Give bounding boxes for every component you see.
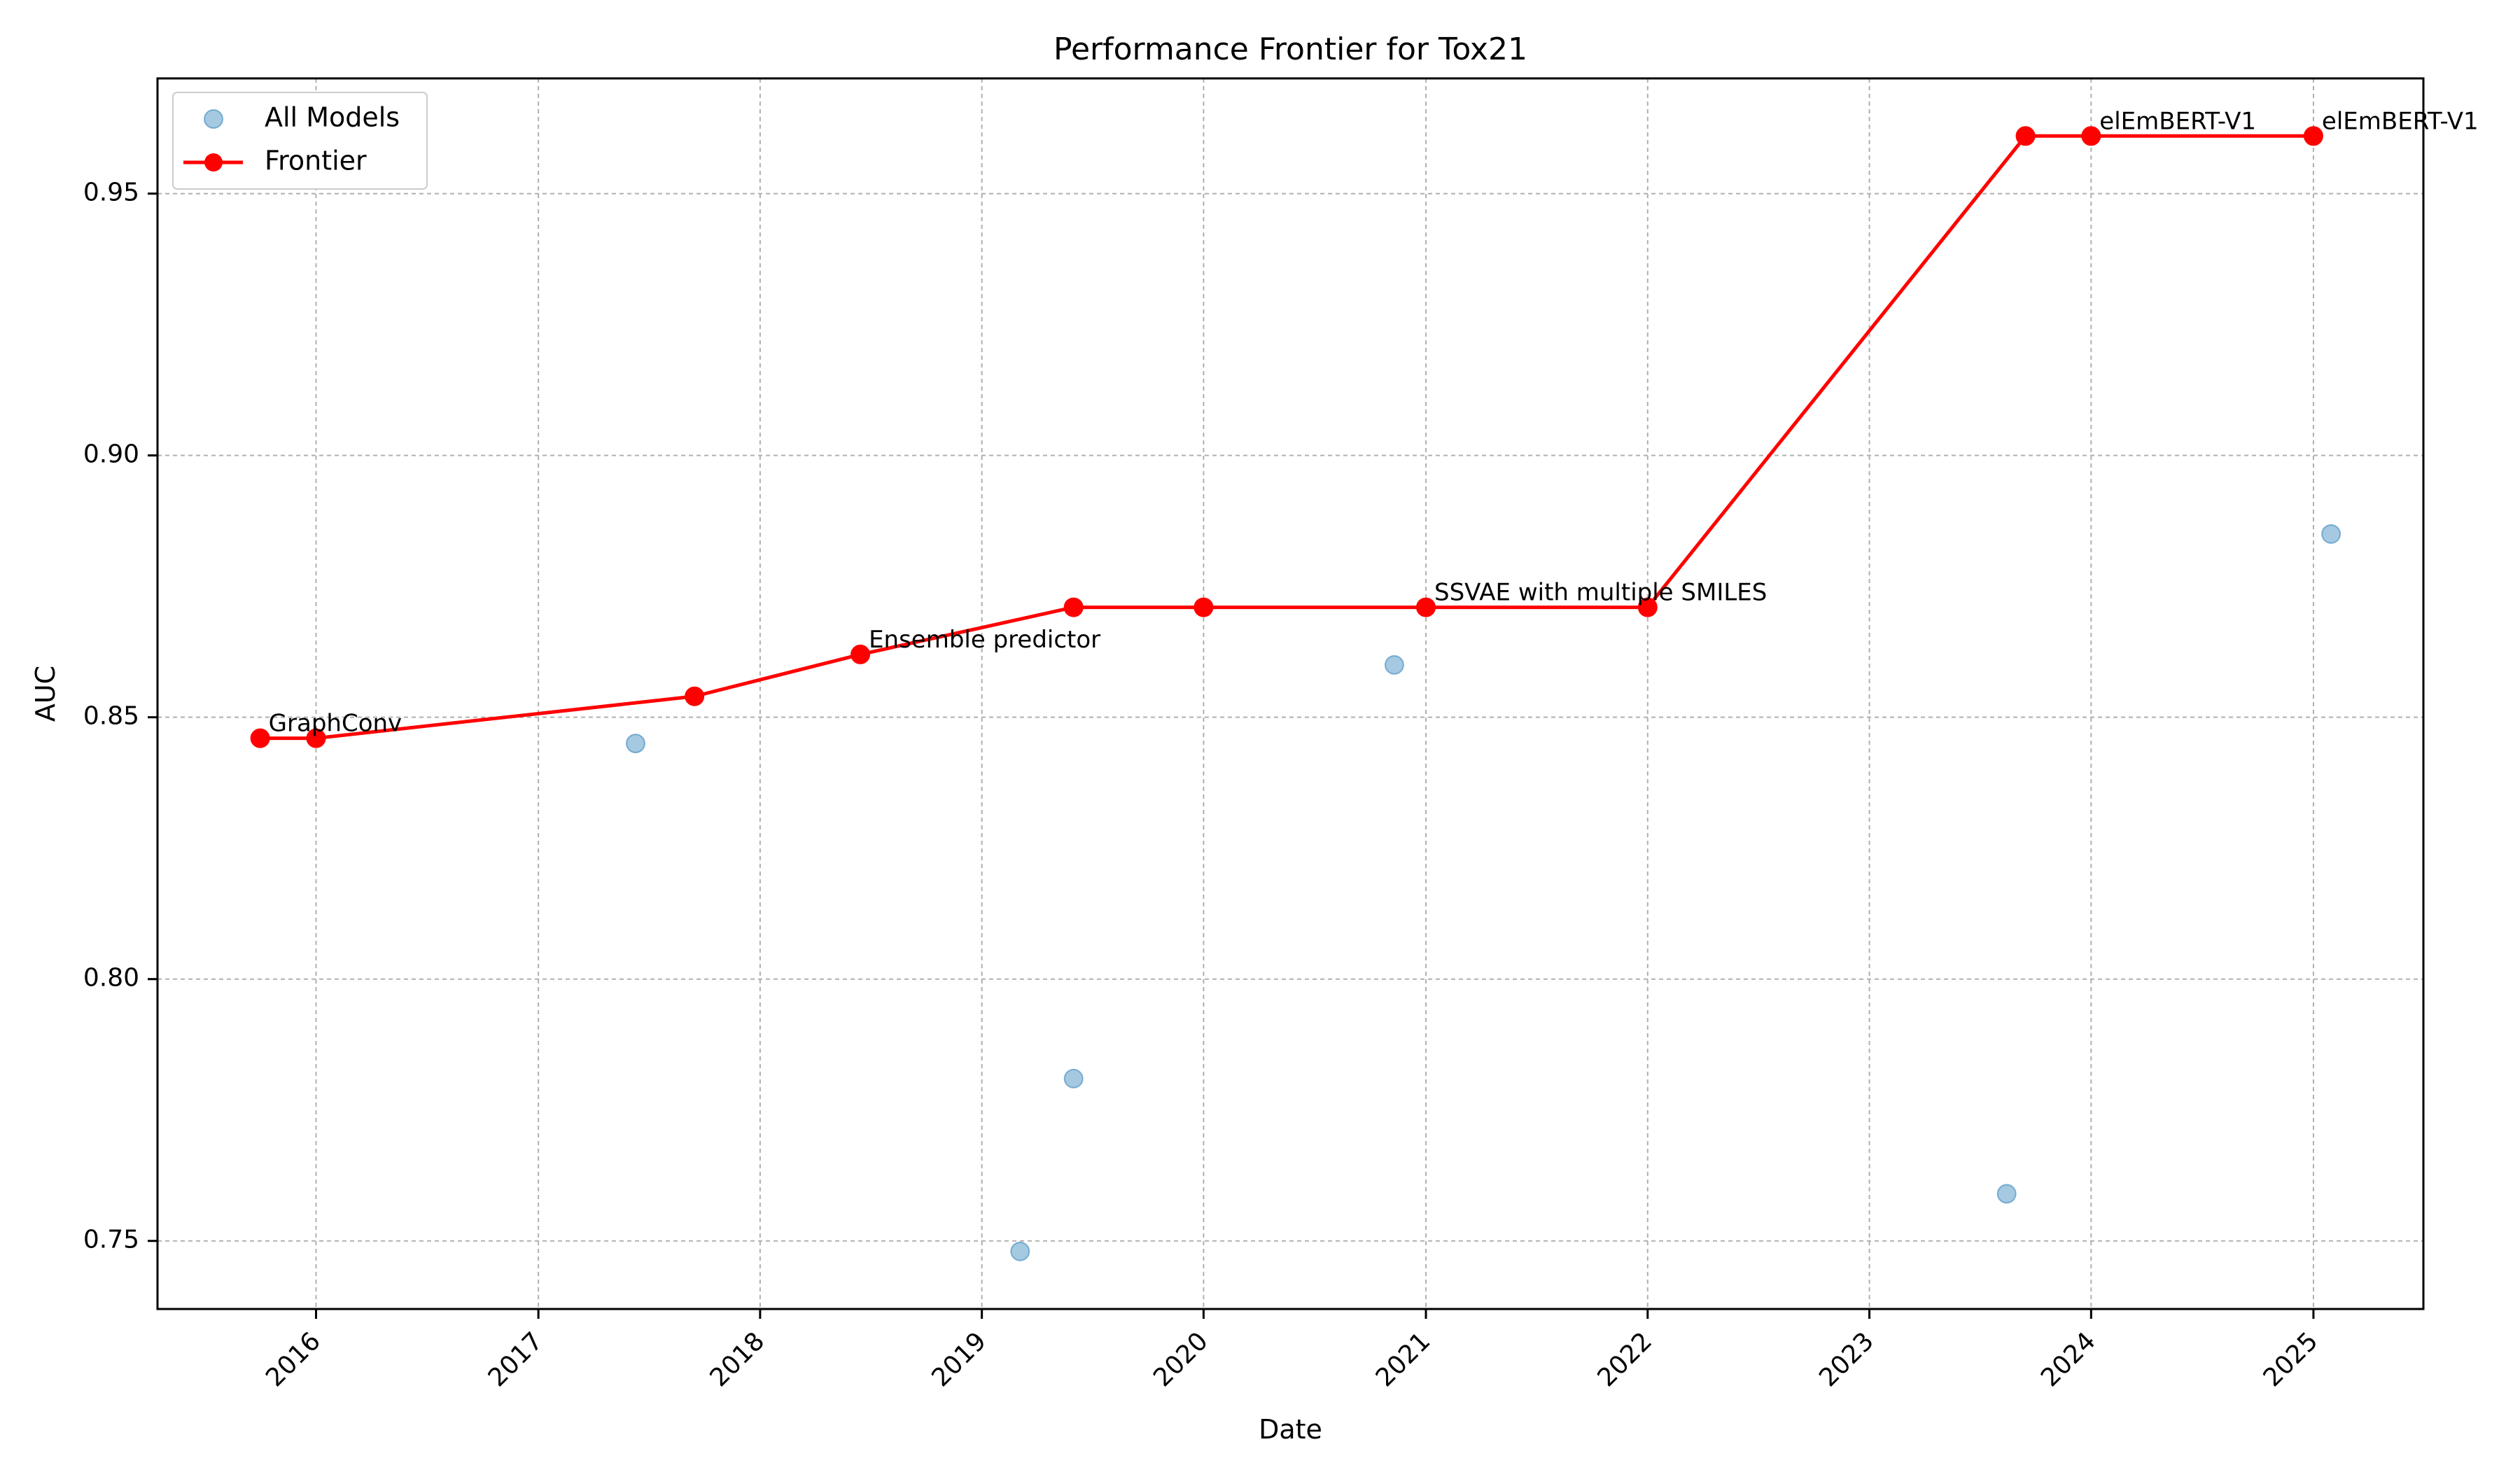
all-models-point (1063, 1068, 1084, 1088)
plot-frame (156, 77, 2425, 1310)
all-models-point (2321, 524, 2342, 544)
frontier-point (1637, 597, 1658, 617)
legend-label-frontier: Frontier (265, 146, 367, 176)
y-tick-label: 0.80 (83, 964, 139, 993)
frontier-point (2081, 126, 2101, 146)
frontier-point (1416, 597, 1436, 617)
frontier-point (306, 728, 326, 748)
all-models-series (625, 524, 2342, 1261)
frontier-point (1194, 597, 1214, 617)
point-annotation: elEmBERT-V1 (2099, 107, 2256, 135)
y-tick-label: 0.90 (83, 440, 139, 469)
legend-box (172, 92, 428, 190)
legend-label-all-models: All Models (265, 102, 400, 133)
y-tick-label: 0.95 (83, 178, 139, 207)
y-axis-ticks: 0.75 0.80 0.85 0.90 0.95 (83, 178, 158, 1254)
frontier-point (685, 686, 705, 706)
frontier-point (850, 644, 871, 664)
y-axis-label: AUC (30, 666, 61, 722)
x-axis-label: Date (1259, 1414, 1322, 1445)
frontier-point (250, 728, 270, 748)
legend: All Models Frontier (172, 92, 428, 190)
y-tick-label: 0.85 (83, 702, 139, 731)
point-annotation: GraphConv (269, 710, 402, 738)
all-models-point (1996, 1184, 2017, 1204)
all-models-point (1384, 654, 1404, 675)
point-annotation: Ensemble predictor (869, 626, 1100, 654)
annotations: GraphConv Ensemble predictor SSVAE with mu… (269, 107, 2479, 737)
all-models-point (625, 734, 645, 754)
frontier-point (2303, 126, 2323, 146)
all-models-point (1010, 1241, 1030, 1261)
legend-marker-all-models (204, 109, 223, 129)
point-annotation: SSVAE with multiple SMILES (1434, 579, 1767, 607)
frontier-point (1063, 597, 1084, 617)
grid (158, 78, 2423, 1309)
point-annotation: elEmBERT-V1 (2322, 107, 2479, 135)
chart-title: Performance Frontier for Tox21 (1054, 31, 1527, 67)
legend-marker-frontier (204, 153, 223, 172)
frontier-point (2015, 126, 2036, 146)
frontier-series (250, 126, 2323, 748)
y-tick-label: 0.75 (83, 1226, 139, 1254)
